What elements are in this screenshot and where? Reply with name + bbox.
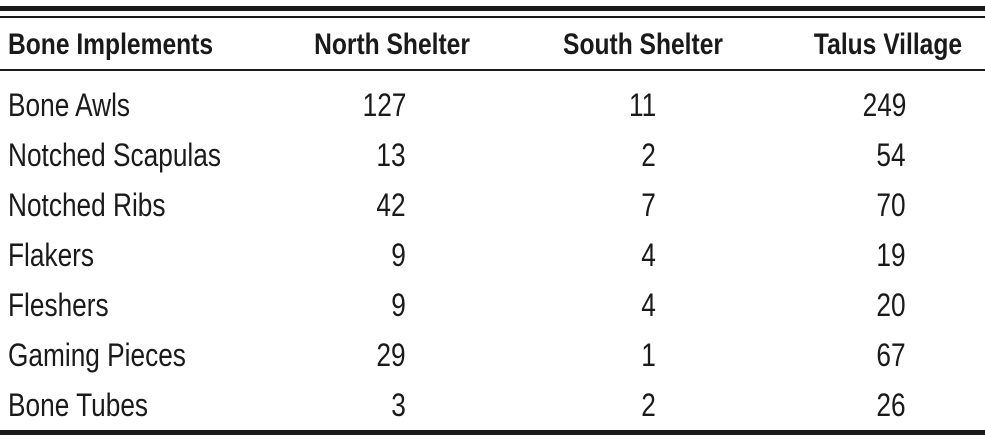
row-label: Flakers [8, 237, 95, 273]
cell-value: 42 [376, 187, 406, 223]
cell-value: 2 [641, 137, 656, 173]
cell-value: 127 [362, 87, 406, 123]
row-label: Fleshers [8, 287, 109, 323]
top-rule-thin [0, 16, 985, 18]
column-header: South Shelter [563, 28, 723, 61]
cell-value: 249 [862, 87, 906, 123]
cell-value: 19 [876, 237, 906, 273]
row-label: Bone Tubes [8, 387, 149, 423]
row-label: Gaming Pieces [8, 337, 186, 373]
cell-value: 9 [391, 237, 406, 273]
cell-value: 2 [641, 387, 656, 423]
cell-value: 13 [376, 137, 406, 173]
cell-value: 4 [641, 287, 656, 323]
cell-value: 1 [641, 337, 656, 373]
row-label: Bone Awls [8, 87, 131, 123]
row-label: Notched Ribs [8, 187, 166, 223]
cell-value: 7 [641, 187, 656, 223]
top-rule-thick [0, 6, 985, 11]
column-header: North Shelter [314, 28, 470, 61]
cell-value: 26 [876, 387, 906, 423]
cell-value: 20 [876, 287, 906, 323]
header-rule [0, 69, 985, 71]
column-header: Bone Implements [8, 28, 214, 61]
row-label: Notched Scapulas [8, 137, 221, 173]
cell-value: 9 [391, 287, 406, 323]
bottom-rule [0, 430, 985, 435]
cell-value: 70 [876, 187, 906, 223]
cell-value: 11 [628, 87, 656, 123]
column-header: Talus Village [813, 28, 963, 61]
cell-value: 54 [876, 137, 906, 173]
cell-value: 3 [391, 387, 406, 423]
cell-value: 29 [376, 337, 406, 373]
cell-value: 67 [876, 337, 906, 373]
cell-value: 4 [641, 237, 656, 273]
